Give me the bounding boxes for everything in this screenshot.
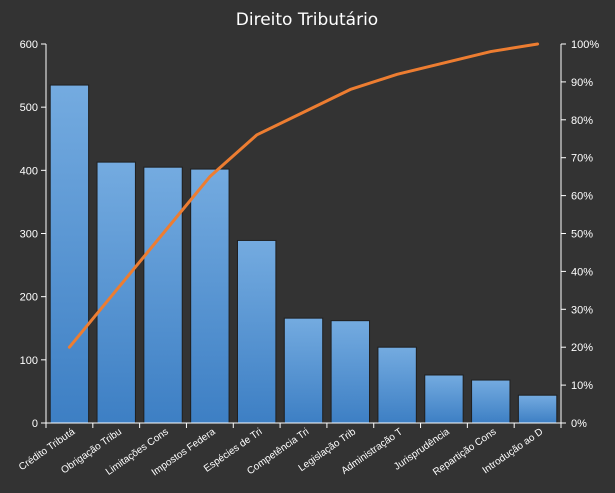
chart-title: Direito Tributário <box>236 10 378 30</box>
right-tick-label: 0% <box>571 418 587 430</box>
right-tick-label: 70% <box>571 153 593 165</box>
bar <box>471 379 511 424</box>
right-tick-label: 40% <box>571 266 593 278</box>
bar <box>330 320 371 424</box>
bar <box>517 394 558 424</box>
left-tick-label: 500 <box>20 102 38 114</box>
right-tick-label: 20% <box>571 342 593 354</box>
left-tick-label: 400 <box>20 165 38 177</box>
bar <box>377 346 417 424</box>
right-tick-label: 10% <box>571 380 593 392</box>
right-tick-label: 90% <box>571 77 593 89</box>
bar <box>190 168 230 424</box>
right-tick-label: 30% <box>571 304 593 316</box>
right-tick-label: 50% <box>571 229 593 241</box>
right-tick-label: 60% <box>571 191 593 203</box>
bar <box>236 239 277 424</box>
left-tick-label: 200 <box>20 292 38 304</box>
bar <box>49 84 90 424</box>
right-tick-label: 100% <box>571 39 599 51</box>
bar <box>143 166 183 424</box>
left-tick-label: 600 <box>20 39 38 51</box>
left-tick-label: 0 <box>32 418 38 430</box>
bar <box>283 317 324 424</box>
left-tick-label: 100 <box>20 355 38 367</box>
bar <box>424 374 464 424</box>
left-tick-label: 300 <box>20 229 38 241</box>
right-tick-label: 80% <box>571 115 593 127</box>
